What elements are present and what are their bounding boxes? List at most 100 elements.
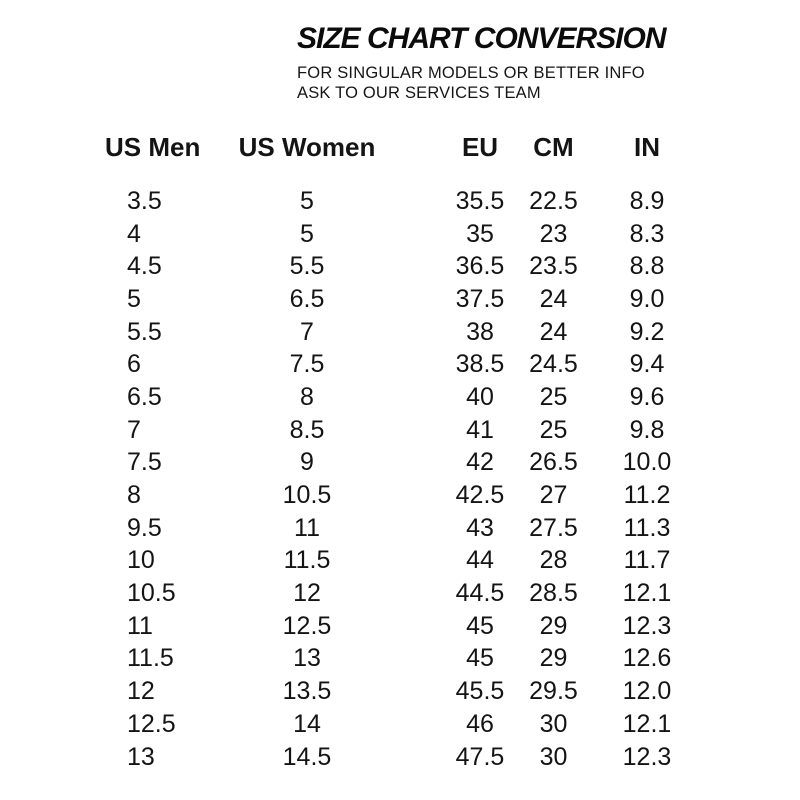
table-row: 5 6.5 37.5 24 9.0 [105,283,684,316]
table-row: 6.5 8 40 25 9.6 [105,381,684,414]
cell-cm: 29.5 [529,677,578,706]
cell-eu: 40 [466,382,494,411]
cell-us-men: 8 [127,481,141,510]
cell-eu: 41 [466,415,494,444]
cell-us-women: 12.5 [282,611,332,640]
cell-eu: 38 [466,317,494,346]
cell-in: 9.4 [629,350,665,379]
cell-us-men: 7 [127,415,141,444]
cell-us-women: 10.5 [282,481,332,510]
table-row: 6 7.5 38.5 24.5 9.4 [105,348,684,381]
cell-in: 12.3 [622,742,672,771]
cell-us-women: 14.5 [282,742,332,771]
cell-cm: 27.5 [529,513,578,542]
table-row: 10.5 12 44.5 28.5 12.1 [105,577,684,610]
table-row: 11.5 13 45 29 12.6 [105,643,684,676]
table-row: 9.5 11 43 27.5 11.3 [105,512,684,545]
cell-us-men: 9.5 [127,513,162,542]
subtitle-line-2: ASK TO OUR SERVICES TEAM [297,83,541,102]
cell-us-men: 3.5 [127,186,162,215]
cell-in: 10.0 [622,448,672,477]
cell-us-women: 12 [293,579,321,608]
cell-us-men: 5.5 [127,317,162,346]
cell-eu: 35 [466,219,494,248]
cell-in: 9.0 [629,284,665,313]
cell-eu: 47.5 [455,742,505,771]
cell-us-men: 11 [127,611,153,640]
subtitle-line-1: FOR SINGULAR MODELS OR BETTER INFO [297,64,645,82]
cell-in: 12.1 [622,709,672,738]
cell-cm: 30 [539,709,568,738]
cell-us-men: 10 [127,546,155,575]
table-header-row: US Men US Women EU CM IN [105,132,684,162]
cell-in: 8.8 [629,252,665,281]
cell-cm: 27 [539,481,568,510]
page-title: SIZE CHART CONVERSION [297,22,666,55]
cell-cm: 28.5 [529,579,578,608]
cell-us-women: 11.5 [283,546,331,575]
cell-eu: 44 [466,546,494,575]
cell-us-women: 14 [293,709,321,738]
cell-eu: 42 [466,448,494,477]
cell-cm: 25 [539,415,568,444]
cell-cm: 24 [539,317,568,346]
cell-in: 8.3 [629,219,665,248]
table-row: 13 14.5 47.5 30 12.3 [105,741,684,774]
column-header-us-men: US Men [105,131,201,162]
cell-in: 11.7 [623,546,671,575]
cell-cm: 26.5 [529,448,578,477]
column-header-in: IN [634,131,660,162]
cell-eu: 35.5 [455,186,505,215]
table-row: 11 12.5 45 29 12.3 [105,610,684,643]
cell-cm: 22.5 [529,186,578,215]
cell-eu: 44.5 [455,579,505,608]
cell-us-women: 5 [300,219,314,248]
cell-us-women: 11 [294,513,320,542]
cell-us-women: 5.5 [289,252,325,281]
cell-in: 12.1 [622,579,672,608]
table-row: 4 5 35 23 8.3 [105,218,684,251]
cell-in: 11.2 [623,481,671,510]
cell-in: 9.2 [629,317,665,346]
cell-in: 9.8 [629,415,665,444]
cell-us-men: 10.5 [127,579,176,608]
table-row: 8 10.5 42.5 27 11.2 [105,479,684,512]
cell-eu: 42.5 [455,481,505,510]
cell-us-men: 4 [127,219,141,248]
table-row: 4.5 5.5 36.5 23.5 8.8 [105,250,684,283]
cell-us-men: 4.5 [127,252,162,281]
cell-cm: 28 [539,546,568,575]
cell-in: 11.3 [623,513,671,542]
heading-block: SIZE CHART CONVERSION FOR SINGULAR MODEL… [297,22,666,103]
cell-eu: 45 [466,644,494,673]
cell-cm: 24.5 [529,350,578,379]
cell-cm: 25 [539,382,568,411]
cell-us-women: 9 [300,448,314,477]
table-body: 3.5 5 35.5 22.5 8.9 4 5 35 23 8.3 4.5 5.5 36.5 23.5 8.… [105,185,684,773]
size-conversion-table: US Men US Women EU CM IN 3.5 5 35.5 22.5 8.9 4 5 35… [105,132,684,773]
cell-us-men: 5 [127,284,141,313]
cell-us-women: 8.5 [289,415,325,444]
cell-eu: 45.5 [455,677,505,706]
cell-cm: 30 [539,742,568,771]
cell-eu: 45 [466,611,494,640]
table-row: 3.5 5 35.5 22.5 8.9 [105,185,684,218]
cell-us-women: 5 [300,186,314,215]
cell-us-men: 7.5 [127,448,162,477]
cell-cm: 23.5 [529,252,578,281]
cell-us-men: 12 [127,677,155,706]
cell-us-men: 6 [127,350,141,379]
cell-eu: 46 [466,709,494,738]
cell-in: 12.6 [622,644,672,673]
cell-us-women: 6.5 [289,284,325,313]
cell-us-women: 8 [300,382,314,411]
table-row: 7 8.5 41 25 9.8 [105,414,684,447]
column-header-cm: CM [533,131,574,162]
cell-cm: 23 [539,219,568,248]
subtitle: FOR SINGULAR MODELS OR BETTER INFO ASK T… [297,64,666,103]
cell-cm: 24 [539,284,568,313]
cell-us-men: 11.5 [127,644,174,673]
table-row: 7.5 9 42 26.5 10.0 [105,447,684,480]
cell-eu: 38.5 [455,350,505,379]
cell-cm: 29 [539,611,568,640]
